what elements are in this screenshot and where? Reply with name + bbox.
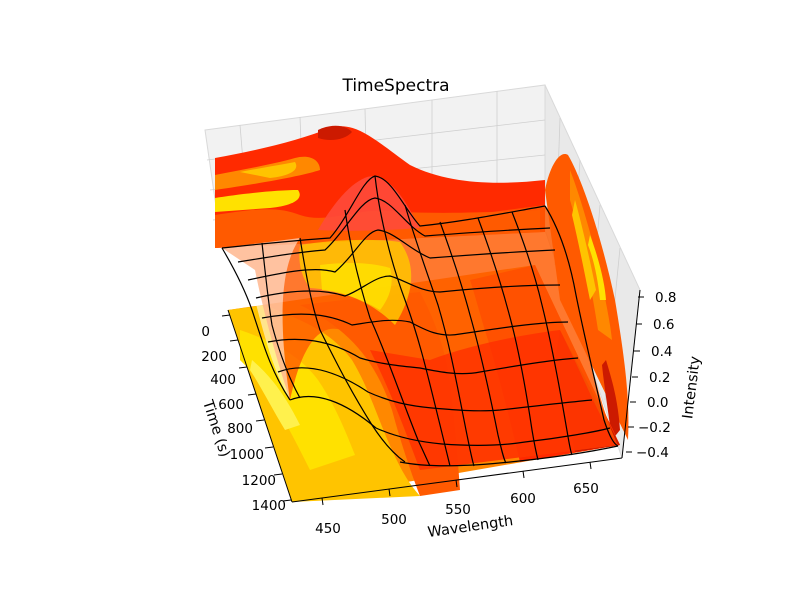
intensity-tick-0.8: 0.8 bbox=[655, 290, 676, 306]
intensity-tick-0.0: 0.0 bbox=[647, 395, 668, 411]
time-tick-800: 800 bbox=[227, 421, 253, 437]
intensity-axis-title: Intensity bbox=[680, 355, 704, 420]
wire-time-3 bbox=[255, 275, 561, 299]
wire-wl-5 bbox=[404, 204, 475, 467]
wire-wl-2 bbox=[299, 237, 406, 463]
surface-front-deep bbox=[370, 330, 618, 470]
floor-contour-light bbox=[250, 360, 300, 430]
intensity-tick-0.2: 0.2 bbox=[649, 370, 670, 386]
back-contour-band-4 bbox=[215, 190, 300, 212]
time-tick-labels: 0 200 400 600 800 1000 1200 1400 bbox=[201, 324, 286, 514]
intensity-tick-0.4: 0.4 bbox=[651, 344, 672, 360]
intensity-tick-labels: 0.8 0.6 0.4 0.2 0.0 −0.2 −0.4 bbox=[636, 290, 676, 461]
wireframe bbox=[221, 175, 619, 467]
wire-time-6 bbox=[277, 367, 593, 412]
surface-pale-ridge bbox=[320, 263, 392, 310]
tick-marks bbox=[221, 296, 644, 506]
side-contour-projection bbox=[545, 154, 629, 440]
back-contour-peak bbox=[318, 125, 352, 140]
wire-time-7 bbox=[289, 395, 611, 446]
wavelength-axis-line bbox=[291, 457, 623, 503]
time-axis-line bbox=[227, 309, 293, 503]
wire-wl-7 bbox=[477, 217, 539, 461]
time-tick-1000: 1000 bbox=[230, 447, 264, 463]
wavelength-tick-650: 650 bbox=[573, 481, 599, 497]
intensity-tick-neg0.4: −0.4 bbox=[636, 445, 669, 461]
wavelength-tick-600: 600 bbox=[510, 491, 536, 507]
surface-left-white bbox=[222, 238, 300, 400]
side-contour-low bbox=[602, 360, 620, 440]
wire-wl-9 bbox=[544, 205, 619, 447]
wavelength-tick-labels: 450 500 550 600 650 bbox=[315, 481, 599, 537]
wire-wl-8 bbox=[511, 211, 573, 456]
time-tick-1200: 1200 bbox=[242, 473, 276, 489]
chart-title: TimeSpectra bbox=[341, 76, 449, 96]
intensity-tick-0.6: 0.6 bbox=[653, 317, 674, 333]
wire-wl-0 bbox=[221, 247, 291, 401]
wire-wl-6 bbox=[439, 221, 507, 464]
floor-contour-pale-band bbox=[240, 330, 355, 470]
wire-time-4 bbox=[261, 313, 569, 336]
time-tick-600: 600 bbox=[218, 397, 244, 413]
wavelength-tick-450: 450 bbox=[315, 521, 341, 537]
surface-peak bbox=[318, 176, 420, 231]
back-contour-band-3 bbox=[240, 162, 297, 178]
wavelength-tick-500: 500 bbox=[381, 512, 407, 528]
time-tick-0: 0 bbox=[201, 324, 210, 340]
time-tick-200: 200 bbox=[201, 349, 227, 365]
time-tick-400: 400 bbox=[210, 372, 236, 388]
wire-wl-4 bbox=[374, 175, 451, 467]
wire-time-2 bbox=[247, 229, 556, 281]
axis-edges bbox=[227, 289, 641, 503]
side-contour-band-3 bbox=[588, 235, 606, 300]
intensity-axis-line bbox=[621, 289, 641, 459]
side-contour-band-2 bbox=[572, 200, 596, 300]
surface-patches bbox=[222, 176, 618, 470]
intensity-tick-neg0.2: −0.2 bbox=[638, 420, 671, 436]
wire-wl-1 bbox=[261, 242, 301, 399]
time-tick-1400: 1400 bbox=[252, 498, 286, 514]
wavelength-tick-550: 550 bbox=[445, 502, 471, 518]
wire-wl-3 bbox=[344, 209, 431, 467]
